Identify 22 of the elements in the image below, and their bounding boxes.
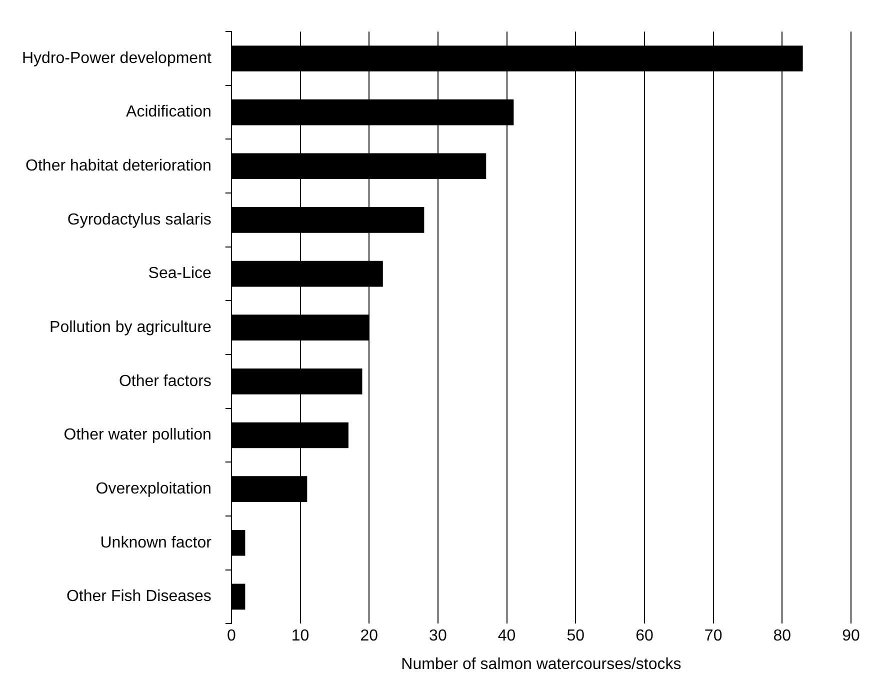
y-tick-label: Acidification: [126, 104, 212, 121]
x-tick-label: 90: [842, 628, 860, 645]
x-tick-label: 20: [360, 628, 378, 645]
y-tick-label: Other habitat deterioration: [26, 158, 212, 175]
x-tick-label: 80: [773, 628, 792, 645]
y-tick-label: Pollution by agriculture: [50, 319, 212, 336]
x-tick-label: 0: [226, 628, 236, 645]
y-tick-label: Hydro-Power development: [22, 50, 212, 67]
x-tick-label: 30: [429, 628, 447, 645]
x-axis-title: Number of salmon watercourses/stocks: [401, 656, 682, 673]
y-tick-label: Overexploitation: [96, 480, 212, 498]
x-tick-label: 10: [291, 628, 310, 645]
y-tick-label: Unknown factor: [100, 534, 212, 552]
y-tick-label: Other water pollution: [64, 426, 212, 444]
y-tick-label: Sea-Lice: [148, 265, 212, 282]
x-tick-label: 50: [566, 628, 585, 645]
y-tick-label: Other factors: [118, 372, 212, 390]
x-tick-label: 70: [704, 628, 722, 645]
y-tick-label: Gyrodactylus salaris: [67, 211, 212, 228]
x-tick-label: 60: [636, 628, 654, 645]
x-tick-label: 40: [498, 628, 516, 645]
y-tick-label: Other Fish Diseases: [66, 588, 212, 606]
